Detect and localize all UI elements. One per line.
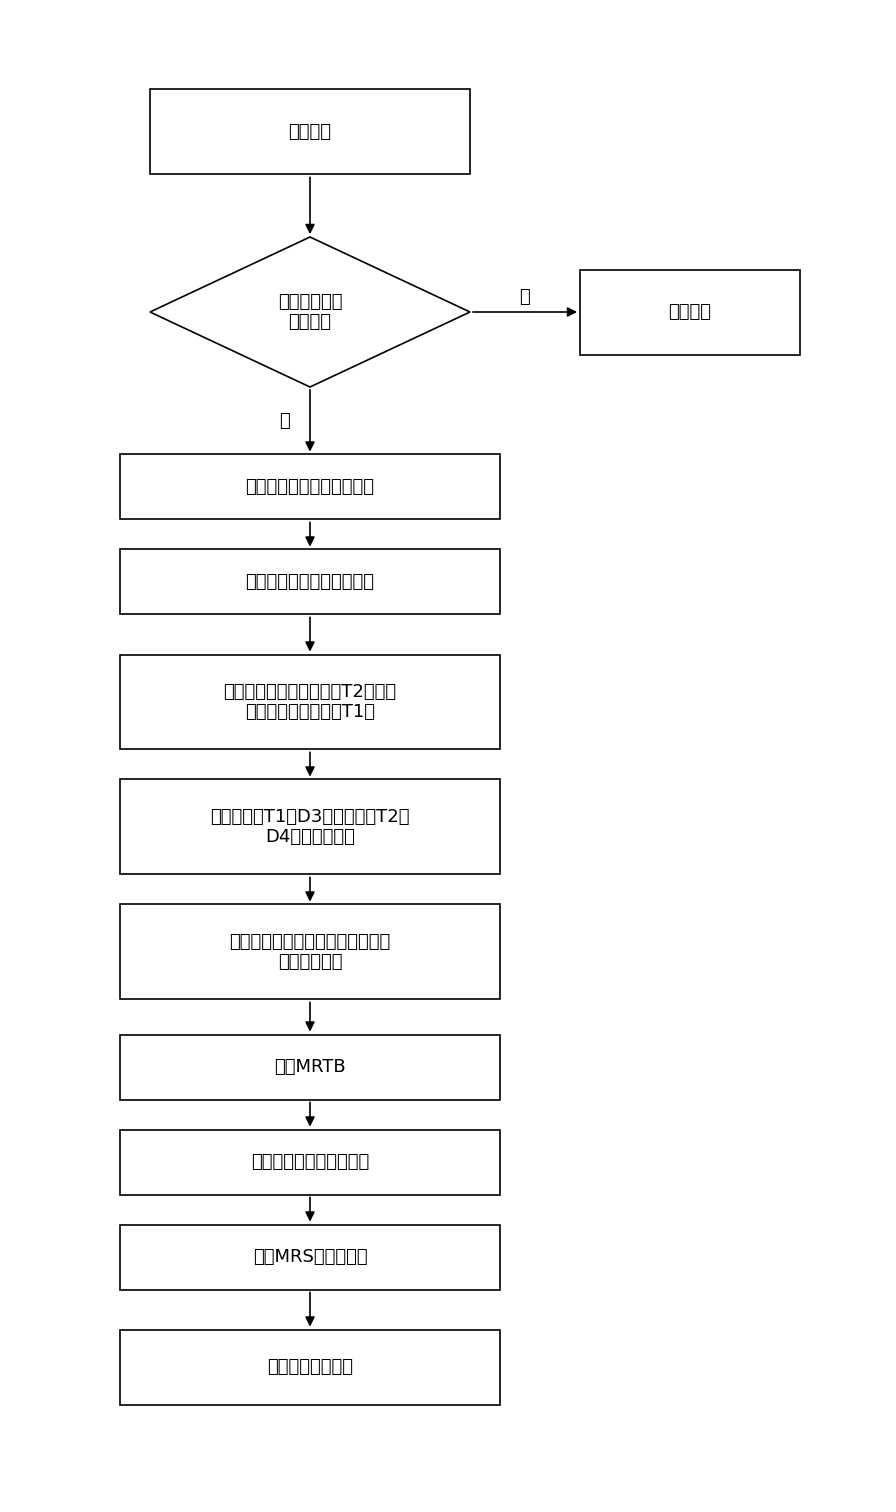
Text: 拉开相关隔离开关: 拉开相关隔离开关 bbox=[267, 1358, 353, 1376]
Text: 等待电流重新在接地极线路和直流
极线重新分配: 等待电流重新在接地极线路和直流 极线重新分配 bbox=[229, 933, 391, 971]
Text: 是: 是 bbox=[280, 411, 290, 429]
Text: 拉开送端换流变进线断路器: 拉开送端换流变进线断路器 bbox=[246, 478, 375, 496]
Text: 判断是否允许
快速转换: 判断是否允许 快速转换 bbox=[278, 293, 342, 331]
Text: 拉开MRTB: 拉开MRTB bbox=[274, 1058, 346, 1077]
Bar bbox=[120, 1329, 500, 1405]
Text: 否: 否 bbox=[520, 287, 530, 305]
Text: 合上金属回路用隔离开关: 合上金属回路用隔离开关 bbox=[251, 1154, 369, 1170]
Bar bbox=[150, 89, 470, 174]
Bar bbox=[120, 780, 500, 874]
Bar bbox=[120, 455, 500, 520]
Text: 双极闭锁: 双极闭锁 bbox=[668, 302, 711, 321]
Text: 单极故障: 单极故障 bbox=[289, 122, 332, 141]
Text: 合上MRS（仅送端）: 合上MRS（仅送端） bbox=[253, 1247, 367, 1266]
Bar bbox=[120, 1129, 500, 1194]
Text: 触发逆变侧全桥结构中的T2、触发
整流侧全桥结构中的T1。: 触发逆变侧全桥结构中的T2、触发 整流侧全桥结构中的T1。 bbox=[223, 682, 397, 721]
Bar bbox=[120, 904, 500, 999]
Bar bbox=[120, 1225, 500, 1290]
Text: 通过整流侧T1、D3，逆变侧的T2、
D4形成分流回路: 通过整流侧T1、D3，逆变侧的T2、 D4形成分流回路 bbox=[211, 807, 409, 847]
Bar bbox=[120, 1034, 500, 1099]
Bar bbox=[120, 655, 500, 750]
Polygon shape bbox=[150, 237, 470, 387]
Bar bbox=[120, 549, 500, 614]
Bar bbox=[580, 269, 800, 354]
Text: 拉开受端换流变进线断路器: 拉开受端换流变进线断路器 bbox=[246, 573, 375, 591]
